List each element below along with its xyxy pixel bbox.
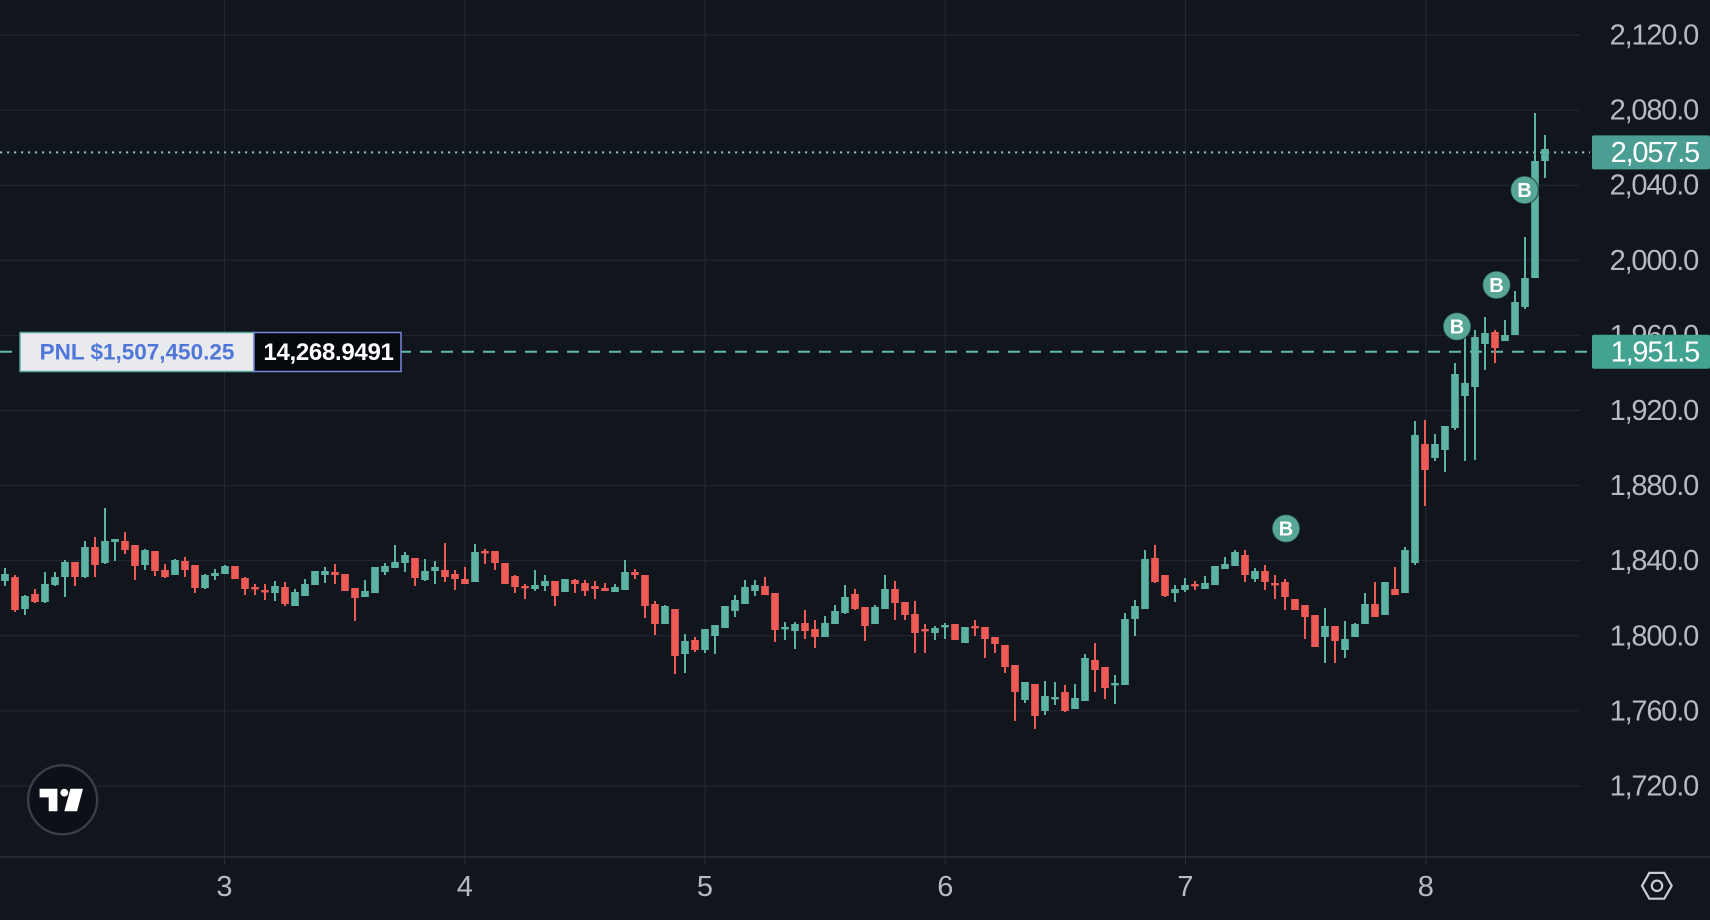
- svg-text:PNL $1,507,450.25: PNL $1,507,450.25: [40, 340, 235, 365]
- svg-text:1,800.0: 1,800.0: [1610, 620, 1698, 652]
- svg-text:B: B: [1279, 519, 1293, 541]
- svg-text:2,120.0: 2,120.0: [1610, 20, 1698, 52]
- svg-text:4: 4: [457, 871, 473, 903]
- svg-text:1,840.0: 1,840.0: [1610, 545, 1698, 577]
- svg-text:B: B: [1450, 317, 1464, 339]
- svg-text:2,057.5: 2,057.5: [1611, 137, 1699, 169]
- svg-text:2,080.0: 2,080.0: [1610, 95, 1698, 127]
- svg-text:B: B: [1517, 180, 1531, 202]
- svg-text:8: 8: [1418, 871, 1434, 903]
- svg-text:2,040.0: 2,040.0: [1610, 170, 1698, 202]
- svg-text:1,760.0: 1,760.0: [1610, 695, 1698, 727]
- svg-text:B: B: [1489, 275, 1503, 297]
- svg-text:7: 7: [1177, 871, 1193, 903]
- svg-text:1,951.5: 1,951.5: [1611, 336, 1699, 368]
- svg-text:3: 3: [216, 871, 232, 903]
- svg-text:1,720.0: 1,720.0: [1610, 771, 1698, 803]
- svg-text:1,920.0: 1,920.0: [1610, 395, 1698, 427]
- svg-text:1,880.0: 1,880.0: [1610, 470, 1698, 502]
- svg-text:5: 5: [697, 871, 713, 903]
- svg-text:6: 6: [937, 871, 953, 903]
- svg-text:2,000.0: 2,000.0: [1610, 245, 1698, 277]
- svg-text:14,268.9491: 14,268.9491: [263, 339, 393, 366]
